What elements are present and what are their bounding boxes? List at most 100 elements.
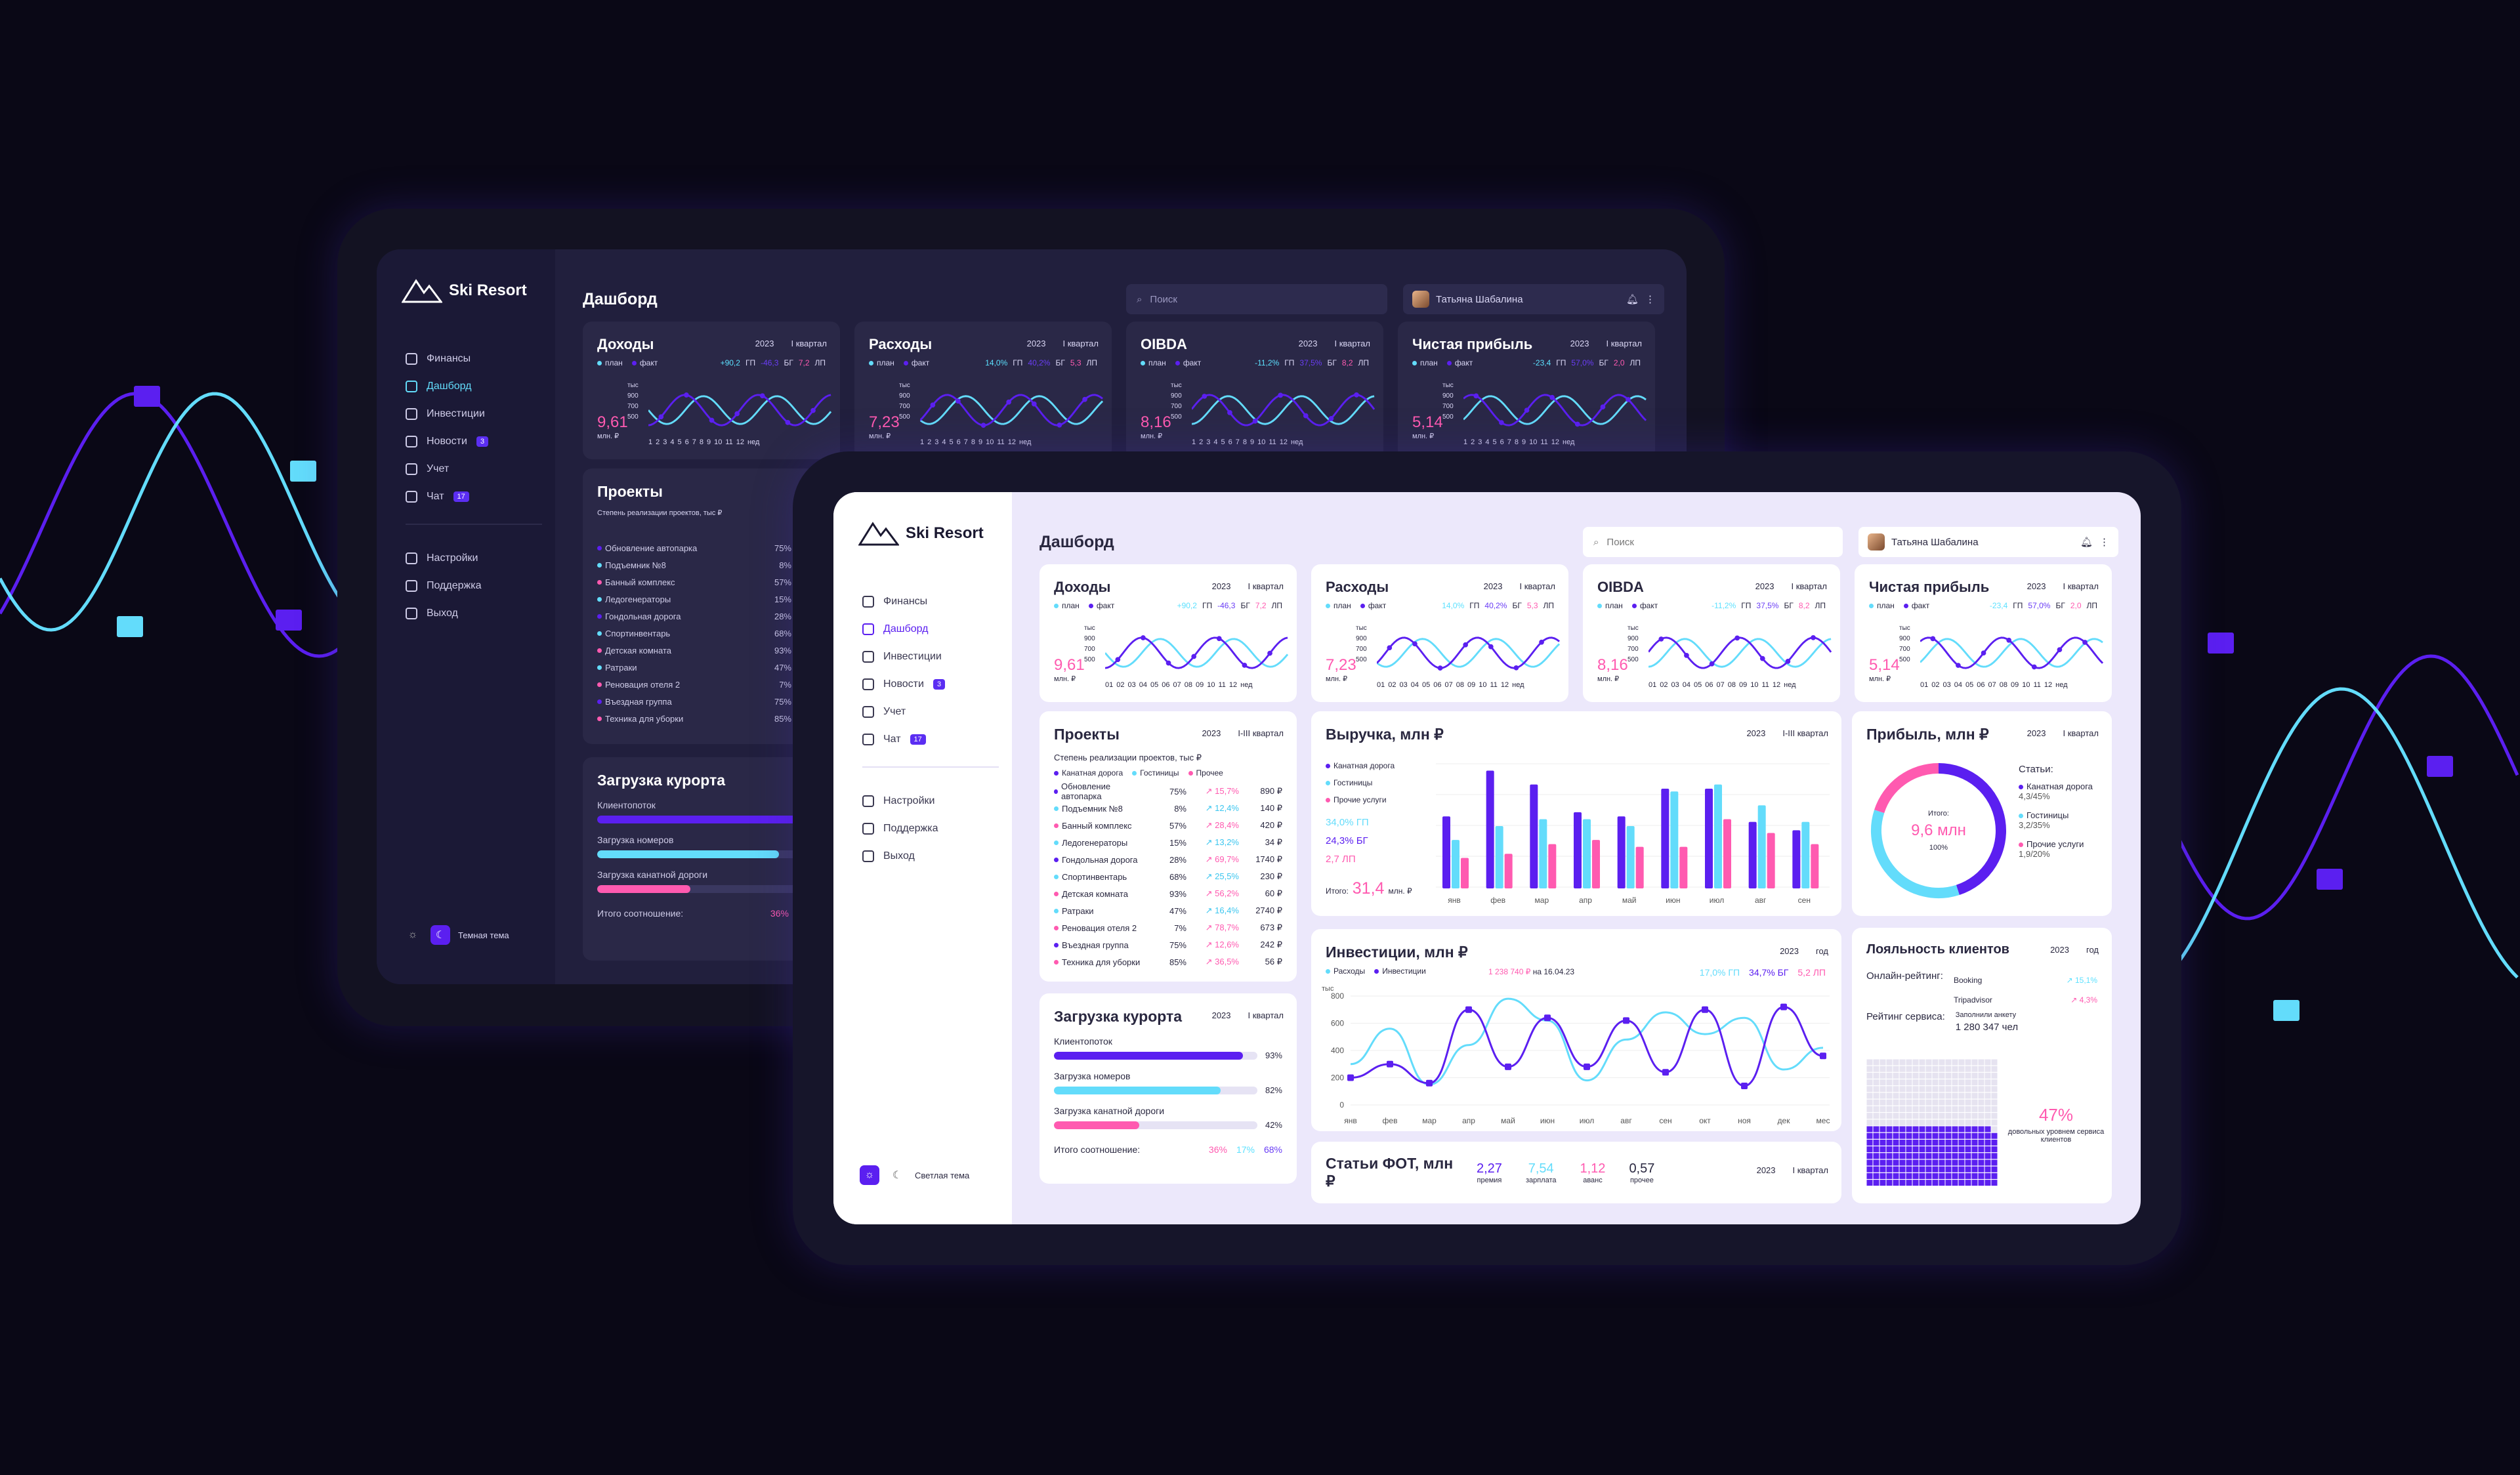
project-row[interactable]: Подъемник №8 8% ↗ 12,4% 140 ₽ bbox=[1054, 800, 1282, 817]
project-row[interactable]: Банный комплекс 57% ↗ 28,4% 420 ₽ bbox=[1054, 817, 1282, 834]
projects-filter[interactable]: 2023 I-III квартал bbox=[1202, 728, 1284, 738]
nav2-item-1[interactable]: Поддержка bbox=[862, 815, 1012, 842]
nav-item-2[interactable]: Инвестиции bbox=[862, 643, 1012, 671]
project-row[interactable]: Обновление автопарка 75% ↗ 15,7% 890 ₽ bbox=[1054, 781, 1282, 801]
quarter-select[interactable]: I квартал bbox=[1248, 581, 1284, 591]
light-screen: Ski Resort Финансы Дашборд Инвестиции Новос… bbox=[833, 492, 2141, 1224]
year-select[interactable]: 2023 bbox=[1211, 581, 1231, 591]
sun-icon[interactable]: ☼ bbox=[860, 1165, 879, 1185]
quarter-select[interactable]: I квартал bbox=[1248, 1010, 1284, 1020]
nav-item-5[interactable]: Чат 17 bbox=[862, 726, 1012, 753]
search-input[interactable]: ⌕ Поиск bbox=[1126, 284, 1387, 314]
year-select[interactable]: 2023 bbox=[1746, 728, 1766, 738]
project-value: 56 ₽ bbox=[1265, 957, 1282, 966]
year-select[interactable]: 2023 bbox=[1570, 339, 1589, 348]
project-row[interactable]: Въездная группа 75% ↗ 12,6% 242 ₽ bbox=[1054, 936, 1282, 953]
kpi-card-0: Доходы 2023 I квартал план факт +90,2 ГП -46,3 Б… bbox=[1040, 564, 1297, 702]
quarter-select[interactable]: I квартал bbox=[1606, 339, 1642, 348]
kpi-filter[interactable]: 2023 I квартал bbox=[1027, 339, 1099, 348]
moon-icon[interactable]: ☾ bbox=[892, 1170, 902, 1181]
kpi-filter[interactable]: 2023 I квартал bbox=[1484, 581, 1555, 591]
kpi-filter[interactable]: 2023 I квартал bbox=[755, 339, 827, 348]
invest-filter[interactable]: 2023 год bbox=[1780, 946, 1828, 956]
year-select[interactable]: 2023 bbox=[1211, 1010, 1231, 1020]
theme-switch[interactable]: ☼ ☾ Светлая тема bbox=[860, 1165, 969, 1185]
waffle-cell bbox=[1886, 1146, 1893, 1153]
nav-item-0[interactable]: Финансы bbox=[862, 588, 1012, 615]
quarter-select[interactable]: I квартал bbox=[1062, 339, 1099, 348]
quarter-select[interactable]: I квартал bbox=[1791, 581, 1827, 591]
revenue-filter[interactable]: 2023 I-III квартал bbox=[1746, 728, 1828, 738]
period-select[interactable]: год bbox=[2086, 945, 2099, 955]
period-select[interactable]: I-III квартал bbox=[1238, 728, 1284, 738]
period-select[interactable]: I-III квартал bbox=[1782, 728, 1828, 738]
nav-item-1[interactable]: Дашборд bbox=[862, 615, 1012, 643]
nav-label: Учет bbox=[883, 706, 906, 717]
nav-item-5[interactable]: Чат 17 bbox=[406, 483, 555, 510]
search-input[interactable]: ⌕ Поиск bbox=[1583, 527, 1843, 557]
bell-icon[interactable]: 🔔︎ bbox=[1626, 294, 1639, 305]
fot-filter[interactable]: 2023 I квартал bbox=[1757, 1165, 1828, 1175]
year-select[interactable]: 2023 bbox=[1298, 339, 1318, 348]
year-select[interactable]: 2023 bbox=[1202, 728, 1221, 738]
project-row[interactable]: Реновация отеля 2 7% ↗ 78,7% 673 ₽ bbox=[1054, 919, 1282, 936]
period-select[interactable]: год bbox=[1816, 946, 1828, 956]
waffle-cell bbox=[1991, 1072, 1998, 1079]
project-row[interactable]: Спортинвентарь 68% ↗ 25,5% 230 ₽ bbox=[1054, 868, 1282, 885]
project-pct: 47% bbox=[774, 662, 791, 673]
sun-icon[interactable]: ☼ bbox=[408, 929, 418, 940]
quarter-select[interactable]: I квартал bbox=[2063, 728, 2099, 738]
quarter-select[interactable]: I квартал bbox=[2063, 581, 2099, 591]
more-icon[interactable]: ⋮ bbox=[1645, 294, 1655, 305]
year-select[interactable]: 2023 bbox=[2026, 581, 2046, 591]
nav2-item-1[interactable]: Поддержка bbox=[406, 572, 555, 600]
nav-item-3[interactable]: Новости 3 bbox=[862, 671, 1012, 698]
loyalty-filter[interactable]: 2023 год bbox=[2050, 945, 2099, 955]
project-row[interactable]: Детская комната 93% ↗ 56,2% 60 ₽ bbox=[1054, 885, 1282, 902]
year-select[interactable]: 2023 bbox=[2026, 728, 2046, 738]
nav-item-3[interactable]: Новости 3 bbox=[406, 428, 555, 455]
year-select[interactable]: 2023 bbox=[2050, 945, 2069, 955]
year-select[interactable]: 2023 bbox=[1780, 946, 1799, 956]
nav-item-0[interactable]: Финансы bbox=[406, 345, 555, 373]
quarter-select[interactable]: I квартал bbox=[1334, 339, 1370, 348]
nav2-item-2[interactable]: Выход bbox=[406, 600, 555, 627]
project-row[interactable]: Ратраки 47% ↗ 16,4% 2740 ₽ bbox=[1054, 902, 1282, 919]
year-select[interactable]: 2023 bbox=[1756, 1165, 1776, 1175]
nav2-item-0[interactable]: Настройки bbox=[406, 545, 555, 572]
moon-icon[interactable]: ☾ bbox=[430, 925, 450, 945]
quarter-select[interactable]: I квартал bbox=[791, 339, 827, 348]
kpi-filter[interactable]: 2023 I квартал bbox=[1755, 581, 1827, 591]
quarter-select[interactable]: I квартал bbox=[1792, 1165, 1828, 1175]
nav-label: Чат bbox=[427, 491, 444, 502]
load-filter[interactable]: 2023 I квартал bbox=[1212, 1010, 1284, 1020]
user-menu[interactable]: Татьяна Шабалина 🔔︎ ⋮ bbox=[1403, 284, 1664, 314]
nav-item-4[interactable]: Учет bbox=[406, 455, 555, 483]
kpi-filter[interactable]: 2023 I квартал bbox=[1299, 339, 1370, 348]
nav2-item-0[interactable]: Настройки bbox=[862, 787, 1012, 815]
quarter-select[interactable]: I квартал bbox=[1519, 581, 1555, 591]
kpi-filter[interactable]: 2023 I квартал bbox=[1570, 339, 1642, 348]
waffle-cell bbox=[1873, 1132, 1880, 1139]
nav-item-1[interactable]: Дашборд bbox=[406, 373, 555, 400]
year-select[interactable]: 2023 bbox=[1026, 339, 1046, 348]
profit-filter[interactable]: 2023 I квартал bbox=[2027, 728, 2099, 738]
kpi-filter[interactable]: 2023 I квартал bbox=[1212, 581, 1284, 591]
legend-fact: факт bbox=[631, 358, 658, 367]
logo-text: Ski Resort bbox=[449, 281, 527, 299]
more-icon[interactable]: ⋮ bbox=[2099, 537, 2109, 548]
project-row[interactable]: Техника для уборки 85% ↗ 36,5% 56 ₽ bbox=[1054, 953, 1282, 970]
nav-item-4[interactable]: Учет bbox=[862, 698, 1012, 726]
kpi-filter[interactable]: 2023 I квартал bbox=[2027, 581, 2099, 591]
project-row[interactable]: Ледогенераторы 15% ↗ 13,2% 34 ₽ bbox=[1054, 834, 1282, 851]
nav2-item-2[interactable]: Выход bbox=[862, 842, 1012, 870]
project-delta: ↗ 25,5% bbox=[1205, 871, 1239, 881]
user-menu[interactable]: Татьяна Шабалина 🔔︎ ⋮ bbox=[1858, 527, 2118, 557]
year-select[interactable]: 2023 bbox=[1483, 581, 1503, 591]
nav-item-2[interactable]: Инвестиции bbox=[406, 400, 555, 428]
bell-icon[interactable]: 🔔︎ bbox=[2080, 537, 2093, 548]
theme-switch[interactable]: ☼ ☾ Темная тема bbox=[403, 925, 509, 945]
year-select[interactable]: 2023 bbox=[1755, 581, 1774, 591]
project-row[interactable]: Гондольная дорога 28% ↗ 69,7% 1740 ₽ bbox=[1054, 851, 1282, 868]
year-select[interactable]: 2023 bbox=[755, 339, 774, 348]
